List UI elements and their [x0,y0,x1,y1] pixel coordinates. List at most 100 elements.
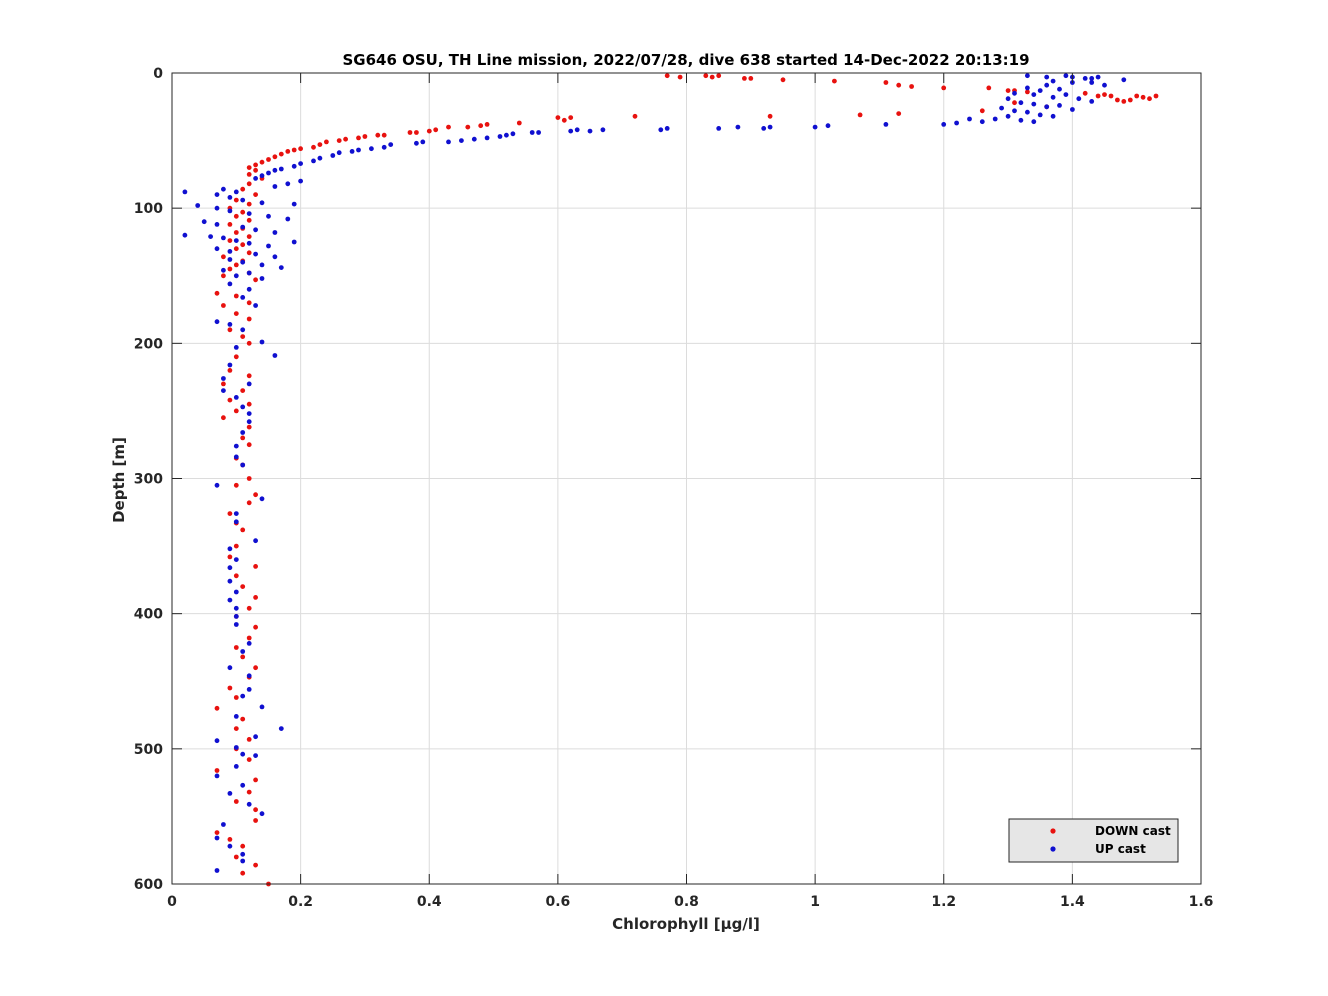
point-down-cast [446,124,451,130]
point-up-cast [233,345,239,350]
point-down-cast [233,573,239,579]
point-down-cast [1012,100,1017,106]
point-down-cast [253,624,258,630]
point-up-cast [214,205,220,211]
point-up-cast [182,189,188,195]
point-down-cast [240,209,246,215]
point-down-cast [555,115,561,120]
point-down-cast [780,77,786,83]
point-down-cast [246,250,252,256]
point-down-cast [227,397,233,403]
point-up-cast [1057,86,1062,92]
point-up-cast [1063,92,1069,97]
point-up-cast [233,454,239,460]
point-up-cast [356,147,361,153]
point-up-cast [227,257,233,262]
point-up-cast [497,134,503,139]
point-down-cast [227,554,233,560]
point-down-cast [883,80,889,85]
point-up-cast [227,281,233,287]
point-up-cast [1121,77,1127,83]
point-up-cast [240,782,246,788]
point-up-cast [529,130,535,135]
point-up-cast [253,251,258,257]
point-up-cast [504,132,509,138]
y-tick-label: 400 [134,607,163,623]
point-up-cast [568,128,574,134]
point-down-cast [233,197,239,203]
point-up-cast [471,136,477,142]
point-down-cast [240,242,246,248]
point-down-cast [375,132,381,138]
legend-label-down-cast: DOWN cast [1095,824,1171,838]
point-down-cast [664,73,670,79]
point-down-cast [227,685,233,691]
point-up-cast [1012,108,1017,114]
point-up-cast [221,186,226,192]
point-up-cast [240,693,246,699]
legend-label-up-cast: UP cast [1095,842,1146,856]
point-down-cast [246,476,252,481]
point-up-cast [233,557,239,562]
point-up-cast [1025,73,1030,79]
point-down-cast [233,262,239,268]
point-up-cast [266,243,271,249]
point-down-cast [253,665,258,671]
point-down-cast [748,76,754,81]
point-down-cast [233,311,239,316]
legend: DOWN cast UP cast [1008,818,1179,863]
point-up-cast [233,764,239,769]
point-up-cast [233,745,239,750]
point-up-cast [214,738,220,744]
point-down-cast [561,117,567,123]
point-up-cast [812,124,818,130]
point-up-cast [298,178,303,184]
point-down-cast [317,142,323,148]
point-down-cast [246,201,252,207]
point-down-cast [478,123,484,129]
point-down-cast [291,147,297,153]
point-down-cast [1095,93,1101,99]
y-axis-label: Depth [m] [110,437,128,523]
point-up-cast [233,714,239,719]
x-tick-label: 1.4 [1060,894,1085,910]
point-up-cast [1018,117,1024,123]
point-down-cast [214,768,220,773]
point-down-cast [227,327,233,333]
point-down-cast [516,120,522,126]
point-down-cast [362,134,368,139]
point-down-cast [240,334,246,339]
point-up-cast [587,128,593,134]
point-up-cast [253,753,258,758]
point-down-cast [214,290,220,296]
point-down-cast [214,705,220,711]
point-up-cast [285,216,291,222]
point-up-cast [1025,109,1030,115]
y-tick-label: 0 [153,66,163,82]
point-down-cast [253,492,258,498]
point-up-cast [227,249,233,254]
point-up-cast [272,167,278,173]
point-up-cast [214,482,220,488]
point-up-cast [1089,99,1095,104]
point-down-cast [568,115,574,120]
point-down-cast [742,76,747,81]
point-up-cast [240,197,246,203]
point-up-cast [1089,80,1095,85]
point-down-cast [233,213,239,219]
point-up-cast [311,158,316,164]
point-up-cast [259,262,265,268]
point-up-cast [227,665,233,671]
point-down-cast [227,368,233,373]
point-up-cast [227,546,233,552]
point-up-cast [240,649,246,654]
point-up-cast [233,622,239,627]
point-up-cast [221,388,226,393]
point-down-cast [246,340,252,346]
point-down-cast [246,401,252,407]
x-tick-label: 1.6 [1189,894,1214,910]
point-up-cast [227,578,233,584]
point-down-cast [909,84,914,89]
point-down-cast [240,186,246,192]
y-tick-label: 600 [134,877,163,893]
